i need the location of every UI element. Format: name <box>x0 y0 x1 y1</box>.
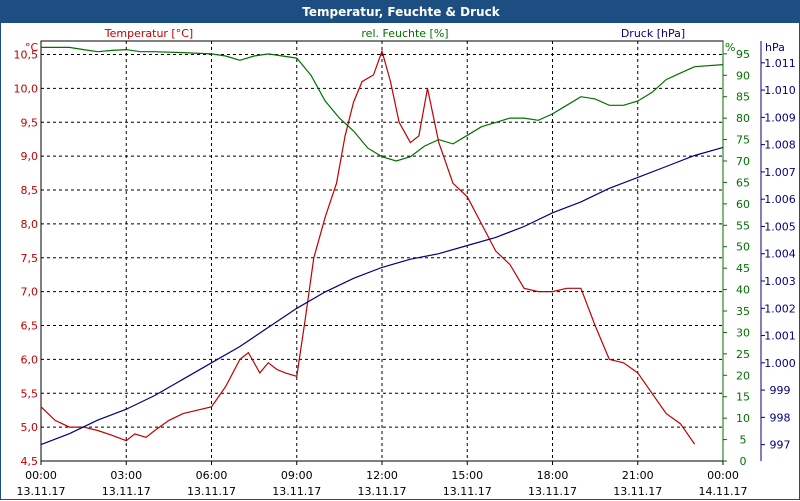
title-bar <box>1 1 800 23</box>
temperature-tick-label: 6,5 <box>21 320 39 333</box>
humidity-tick-label: 10 <box>736 412 750 425</box>
x-tick-label: 15:00 <box>451 469 483 482</box>
series-line-pressure <box>40 146 724 446</box>
pressure-tick-label: 1.010 <box>764 84 796 97</box>
humidity-tick-label: 90 <box>736 69 750 82</box>
humidity-axis-label: rel. Feuchte [%] <box>361 27 448 40</box>
temperature-tick-label: 5,0 <box>21 421 39 434</box>
temperature-unit: °C <box>25 41 39 54</box>
pressure-tick-label: 1.003 <box>764 275 796 288</box>
humidity-tick-label: 80 <box>736 112 750 125</box>
x-tick-label: 09:00 <box>281 469 313 482</box>
chart-title: Temperatur, Feuchte & Druck <box>302 5 500 19</box>
x-tick-label: 03:00 <box>110 469 142 482</box>
humidity-tick-label: 30 <box>736 326 750 339</box>
temperature-tick-label: 6,0 <box>21 353 39 366</box>
x-tick-label: 21:00 <box>622 469 654 482</box>
temperature-tick-label: 10,0 <box>14 82 39 95</box>
temperature-tick-label: 7,5 <box>21 252 39 265</box>
x-tick-date: 13.11.17 <box>17 485 66 498</box>
temperature-tick-label: 4,5 <box>21 455 39 468</box>
x-tick-date: 13.11.17 <box>272 485 321 498</box>
pressure-tick-label: 1.001 <box>764 330 796 343</box>
pressure-tick-label: 1.009 <box>764 111 796 124</box>
pressure-tick-label: 1.007 <box>764 166 796 179</box>
x-tick-date: 13.11.17 <box>187 485 236 498</box>
pressure-tick-label: 1.000 <box>764 357 796 370</box>
pressure-tick-label: 1.011 <box>764 57 796 70</box>
x-tick-date: 13.11.17 <box>102 485 151 498</box>
humidity-tick-label: 20 <box>736 369 750 382</box>
temperature-tick-label: 9,0 <box>21 150 39 163</box>
x-tick-date: 13.11.17 <box>528 485 577 498</box>
temperature-tick-label: 5,5 <box>21 387 39 400</box>
x-tick-label: 18:00 <box>537 469 569 482</box>
temperature-tick-label: 8,5 <box>21 184 39 197</box>
pressure-tick-label: 1.004 <box>764 248 796 261</box>
x-tick-date: 13.11.17 <box>443 485 492 498</box>
temperature-tick-label: 10,5 <box>14 49 39 62</box>
x-tick-label: 00:00 <box>707 469 739 482</box>
pressure-tick-label: 998 <box>770 411 791 424</box>
humidity-tick-label: 60 <box>736 198 750 211</box>
humidity-tick-label: 55 <box>736 219 750 232</box>
temperature-tick-label: 7,0 <box>21 286 39 299</box>
x-tick-label: 12:00 <box>366 469 398 482</box>
humidity-tick-label: 70 <box>736 155 750 168</box>
humidity-tick-label: 35 <box>736 305 750 318</box>
series-line-temperature <box>40 49 696 445</box>
pressure-tick-label: 1.002 <box>764 302 796 315</box>
pressure-tick-label: 997 <box>770 439 791 452</box>
pressure-tick-label: 999 <box>770 384 791 397</box>
humidity-tick-label: 50 <box>736 241 750 254</box>
pressure-tick-label: 1.006 <box>764 193 796 206</box>
x-tick-date: 13.11.17 <box>358 485 407 498</box>
temperature-tick-label: 9,5 <box>21 116 39 129</box>
x-tick-label: 00:00 <box>25 469 57 482</box>
pressure-axis-label: Druck [hPa] <box>621 27 685 40</box>
humidity-tick-label: 5 <box>740 434 747 447</box>
humidity-tick-label: 75 <box>736 134 750 147</box>
temperature-axis-label: Temperatur [°C] <box>104 27 193 40</box>
humidity-tick-label: 95 <box>736 48 750 61</box>
series-line-humidity <box>41 46 724 162</box>
pressure-tick-label: 1.008 <box>764 139 796 152</box>
humidity-tick-label: 0 <box>740 455 747 468</box>
temperature-tick-label: 8,0 <box>21 218 39 231</box>
x-tick-date: 14.11.17 <box>699 485 748 498</box>
humidity-tick-label: 15 <box>736 391 750 404</box>
pressure-tick-label: 1.005 <box>764 220 796 233</box>
pressure-unit: hPa <box>765 41 785 54</box>
humidity-tick-label: 65 <box>736 176 750 189</box>
humidity-unit: % <box>725 41 735 54</box>
x-tick-date: 13.11.17 <box>613 485 662 498</box>
x-tick-label: 06:00 <box>196 469 228 482</box>
humidity-tick-label: 45 <box>736 262 750 275</box>
humidity-tick-label: 85 <box>736 91 750 104</box>
humidity-tick-label: 40 <box>736 284 750 297</box>
humidity-tick-label: 25 <box>736 348 750 361</box>
